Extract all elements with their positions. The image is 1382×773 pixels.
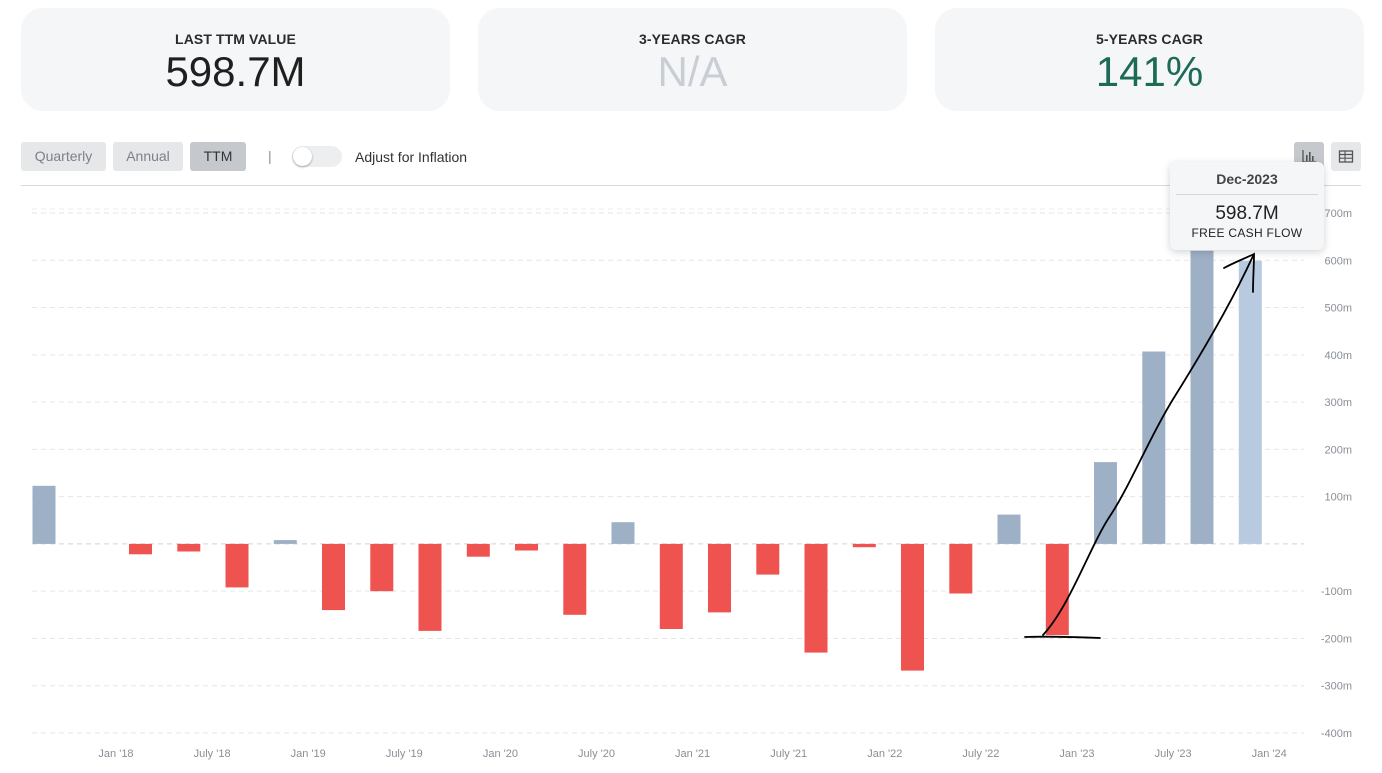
bar-2020-09[interactable] bbox=[611, 522, 635, 544]
stat-label: 3-YEARS CAGR bbox=[639, 31, 746, 47]
bar-2021-03[interactable] bbox=[708, 543, 731, 613]
bar-2023-06[interactable] bbox=[1142, 351, 1166, 544]
tab-ttm[interactable]: TTM bbox=[190, 142, 246, 171]
x-tick-label: Jan '18 bbox=[98, 748, 133, 760]
bar-2018-12[interactable] bbox=[273, 540, 297, 544]
toggle-knob bbox=[293, 147, 312, 166]
tooltip-series-name: FREE CASH FLOW bbox=[1191, 226, 1303, 240]
stat-label: 5-YEARS CAGR bbox=[1096, 31, 1203, 47]
arrow-shaft bbox=[1042, 255, 1254, 636]
toolbar-divider: | bbox=[268, 148, 272, 164]
bar-2021-06[interactable] bbox=[756, 543, 780, 575]
y-tick-label: 300m bbox=[1324, 397, 1352, 409]
x-tick-label: Jan '22 bbox=[867, 748, 902, 760]
bar-2020-06[interactable] bbox=[563, 543, 587, 615]
y-tick-label: -200m bbox=[1321, 633, 1352, 645]
x-tick-label: July '21 bbox=[770, 748, 807, 760]
table-view-button[interactable] bbox=[1331, 142, 1361, 171]
y-tick-label: 700m bbox=[1324, 208, 1352, 220]
bar-2020-03[interactable] bbox=[515, 543, 538, 551]
y-tick-label: -100m bbox=[1321, 586, 1352, 598]
arrow-baseline bbox=[1024, 635, 1101, 639]
x-tick-label: Jan '20 bbox=[483, 748, 518, 760]
x-tick-label: July '23 bbox=[1155, 748, 1192, 760]
y-tick-label: 200m bbox=[1324, 444, 1352, 456]
bar-2021-12[interactable] bbox=[852, 543, 876, 548]
stat-card-5y-cagr: 5-YEARS CAGR 141% bbox=[935, 8, 1364, 111]
y-tick-label: 600m bbox=[1324, 255, 1352, 267]
stat-card-3y-cagr: 3-YEARS CAGR N/A bbox=[478, 8, 907, 111]
x-tick-label: Jan '23 bbox=[1059, 748, 1094, 760]
stat-card-ttm: LAST TTM VALUE 598.7M bbox=[21, 8, 450, 111]
y-tick-label: 100m bbox=[1324, 492, 1352, 504]
chart-top-rule bbox=[21, 185, 1361, 186]
x-tick-label: Jan '21 bbox=[675, 748, 710, 760]
tooltip-date: Dec-2023 bbox=[1216, 171, 1278, 187]
x-axis-ticks: Jan '18 July '18 Jan '19 July '19 Jan '20 Jul… bbox=[98, 748, 1286, 760]
x-tick-label: Jan '24 bbox=[1252, 748, 1287, 760]
hand-drawn-arrow bbox=[1024, 252, 1255, 639]
x-tick-label: July '18 bbox=[194, 748, 231, 760]
bar-2018-03[interactable] bbox=[129, 543, 152, 555]
bar-2022-09[interactable] bbox=[997, 514, 1021, 544]
arrow-head bbox=[1223, 252, 1255, 293]
bar-2023-09[interactable] bbox=[1190, 250, 1214, 544]
table-icon bbox=[1338, 150, 1354, 163]
free-cash-flow-chart: 700m 600m 500m 400m 300m 200m 100m -100m -200m -3… bbox=[32, 208, 1352, 760]
x-tick-label: Jan '19 bbox=[291, 748, 326, 760]
bar-2019-06[interactable] bbox=[370, 543, 394, 592]
inflation-toggle-label: Adjust for Inflation bbox=[355, 149, 468, 165]
bars bbox=[32, 250, 1262, 671]
bar-2019-09[interactable] bbox=[418, 543, 442, 631]
bar-2023-12[interactable] bbox=[1238, 260, 1262, 544]
y-tick-label: -300m bbox=[1321, 681, 1352, 693]
y-tick-label: 400m bbox=[1324, 350, 1352, 362]
y-axis-ticks: 700m 600m 500m 400m 300m 200m 100m -100m -200m -3… bbox=[1321, 208, 1352, 740]
bar-2022-03[interactable] bbox=[901, 543, 924, 671]
x-tick-label: July '19 bbox=[386, 748, 423, 760]
bar-2019-03[interactable] bbox=[322, 543, 345, 611]
bar-2021-09[interactable] bbox=[804, 543, 828, 653]
tab-annual[interactable]: Annual bbox=[113, 142, 183, 171]
bar-2022-12[interactable] bbox=[1045, 543, 1069, 636]
y-tick-label: -400m bbox=[1321, 728, 1352, 740]
stat-value: 598.7M bbox=[165, 48, 306, 95]
bar-2018-06[interactable] bbox=[177, 543, 201, 552]
inflation-toggle[interactable] bbox=[292, 146, 342, 167]
bar-2017-09[interactable] bbox=[32, 485, 56, 544]
chart-tooltip: Dec-2023 598.7M FREE CASH FLOW bbox=[1170, 162, 1324, 250]
tab-quarterly[interactable]: Quarterly bbox=[21, 142, 106, 171]
bar-2023-03[interactable] bbox=[1094, 462, 1117, 544]
tooltip-value: 598.7M bbox=[1215, 203, 1279, 224]
y-tick-label: 500m bbox=[1324, 303, 1352, 315]
bar-2019-12[interactable] bbox=[466, 543, 490, 557]
stat-label: LAST TTM VALUE bbox=[175, 31, 296, 47]
stat-value: 141% bbox=[1095, 48, 1204, 95]
x-tick-label: July '20 bbox=[578, 748, 615, 760]
bar-2018-09[interactable] bbox=[225, 543, 249, 588]
tooltip-divider bbox=[1176, 194, 1318, 195]
bar-2022-06[interactable] bbox=[949, 543, 973, 594]
x-tick-label: July '22 bbox=[962, 748, 999, 760]
stat-value: N/A bbox=[657, 48, 728, 95]
bar-2020-12[interactable] bbox=[659, 543, 683, 629]
